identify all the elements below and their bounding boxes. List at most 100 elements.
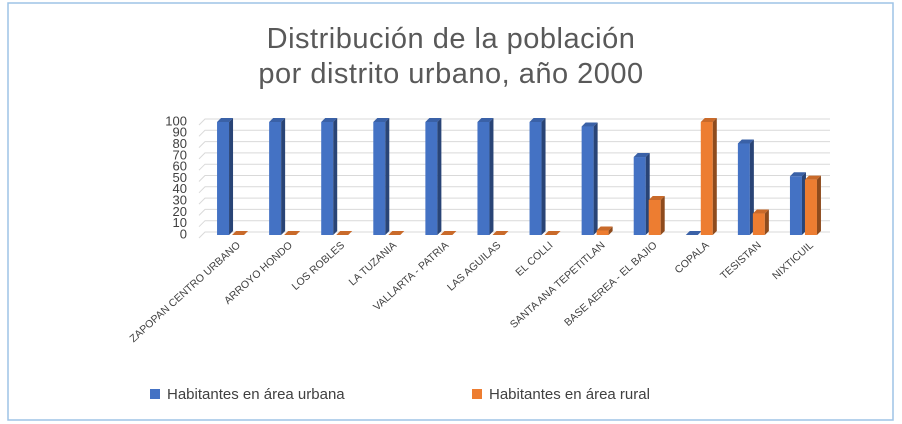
bar-top — [321, 118, 338, 122]
grid-line — [198, 197, 830, 205]
bar-top — [217, 118, 234, 122]
bar — [544, 231, 561, 235]
bar-top — [440, 231, 457, 235]
bar-top — [544, 231, 561, 235]
bar — [492, 231, 509, 235]
y-tick-label: 30 — [173, 193, 187, 208]
bar — [269, 118, 286, 235]
y-tick-label: 40 — [173, 181, 187, 196]
x-tick-label: TESISTAN — [718, 239, 764, 282]
bar-front — [425, 122, 438, 235]
x-tick-label: SANTA ANA TEPETITLAN — [508, 239, 608, 330]
bar-front — [321, 122, 334, 235]
grid-line — [198, 129, 830, 137]
bar — [789, 172, 806, 235]
x-tick-label: NIXTICUIL — [770, 239, 816, 282]
bar-front — [269, 122, 282, 235]
grid-line — [198, 141, 830, 148]
bar-side — [333, 118, 338, 235]
bar-top — [752, 209, 769, 214]
bar-side — [541, 118, 546, 235]
bar-top — [789, 172, 806, 177]
bar-front — [373, 122, 386, 235]
bar-side — [385, 118, 390, 235]
bar-top — [336, 231, 353, 235]
bar — [737, 139, 754, 235]
bar-side — [229, 118, 234, 235]
bar — [232, 231, 249, 235]
bar-top — [492, 231, 509, 235]
bar — [700, 118, 717, 235]
y-tick-label: 100 — [165, 113, 187, 128]
bar-side — [749, 139, 754, 235]
legend-swatch — [150, 389, 160, 399]
bar-side — [593, 122, 598, 235]
bar-top — [633, 153, 650, 158]
bar-top — [737, 139, 754, 144]
legend-label: Habitantes en área rural — [489, 386, 650, 403]
bar — [336, 231, 353, 235]
x-tick-label: ZAPOPAN CENTRO URBANO — [127, 239, 242, 345]
grid-line — [198, 220, 830, 228]
bar — [321, 118, 338, 235]
bar-front — [648, 199, 661, 235]
bar-front — [789, 176, 802, 235]
bar — [648, 195, 665, 235]
bar — [529, 118, 546, 235]
bar — [633, 153, 650, 235]
bar-side — [489, 118, 494, 235]
y-tick-label: 80 — [173, 136, 187, 151]
bar-top — [529, 118, 546, 122]
bar — [373, 118, 390, 235]
legend-label: Habitantes en área urbana — [167, 386, 345, 403]
bar-side — [608, 226, 613, 235]
bar-top — [804, 175, 821, 180]
bar-front — [700, 122, 713, 235]
bar-front — [752, 213, 765, 235]
bar-side — [281, 118, 286, 235]
bar-front — [477, 122, 490, 235]
bar-top — [388, 231, 405, 235]
legend-swatch — [472, 389, 482, 399]
grid-line — [198, 186, 830, 194]
bar-front — [633, 157, 646, 235]
bar — [804, 175, 821, 235]
bar-side — [816, 175, 821, 235]
bar-front — [529, 122, 542, 235]
y-tick-label: 10 — [173, 215, 187, 230]
y-tick-label: 60 — [173, 159, 187, 174]
bar — [596, 226, 613, 235]
bar-top — [425, 118, 442, 122]
y-tick-label: 50 — [173, 170, 187, 185]
bar-top — [269, 118, 286, 122]
bar-top — [477, 118, 494, 122]
bar — [425, 118, 442, 235]
x-tick-label: BASE AEREA - EL BAJIO — [562, 239, 660, 328]
bar-side — [764, 209, 769, 235]
bar-top — [581, 122, 598, 127]
bar — [217, 118, 234, 235]
bar — [388, 231, 405, 235]
bar-top — [373, 118, 390, 122]
bar — [685, 231, 702, 235]
grid-line — [198, 118, 830, 126]
bar — [440, 231, 457, 235]
bar-top — [700, 118, 717, 122]
bar-side — [437, 118, 442, 235]
bar-top — [648, 195, 665, 200]
x-tick-label: COPALA — [673, 239, 712, 276]
bar — [752, 209, 769, 235]
chart-title: Distribución de la población por distrit… — [258, 23, 644, 90]
bar — [477, 118, 494, 235]
grid-line — [198, 231, 830, 239]
grid-line — [198, 208, 830, 216]
chart-border — [7, 2, 894, 421]
grid-line — [198, 175, 830, 182]
bar-top — [685, 231, 702, 235]
y-tick-label: 20 — [173, 204, 187, 219]
bar-top — [596, 226, 613, 231]
bar-front — [596, 230, 609, 235]
bar-front — [581, 126, 594, 235]
